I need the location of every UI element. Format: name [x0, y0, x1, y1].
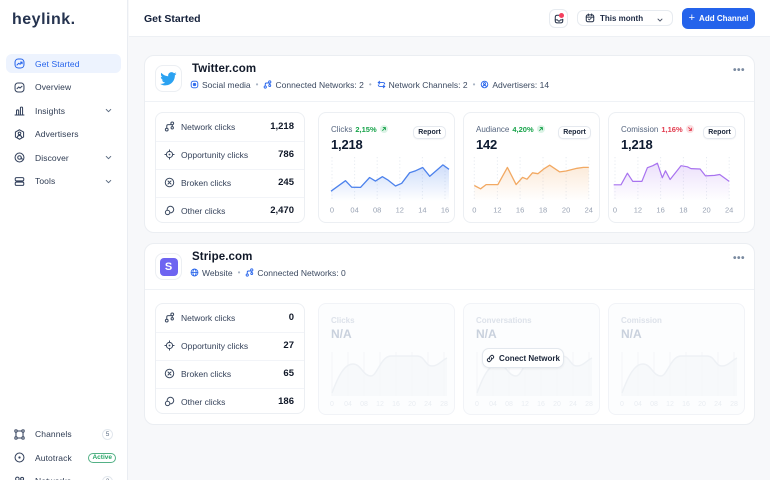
svg-text:24: 24	[585, 206, 593, 215]
svg-text:04: 04	[489, 401, 497, 408]
svg-text:0: 0	[475, 401, 479, 408]
svg-text:0: 0	[330, 401, 334, 408]
svg-text:24: 24	[569, 401, 577, 408]
svg-text:08: 08	[650, 401, 658, 408]
svg-text:20: 20	[553, 401, 561, 408]
svg-text:16: 16	[516, 206, 524, 215]
svg-text:16: 16	[441, 206, 449, 215]
svg-text:04: 04	[344, 401, 352, 408]
svg-text:24: 24	[725, 206, 733, 215]
svg-text:16: 16	[392, 401, 400, 408]
svg-text:12: 12	[666, 401, 674, 408]
svg-text:18: 18	[679, 206, 687, 215]
svg-text:08: 08	[373, 206, 381, 215]
svg-text:28: 28	[440, 401, 448, 408]
svg-text:18: 18	[539, 206, 547, 215]
svg-text:16: 16	[682, 401, 690, 408]
svg-text:24: 24	[424, 401, 432, 408]
svg-text:20: 20	[562, 206, 570, 215]
svg-text:12: 12	[396, 206, 404, 215]
svg-text:20: 20	[702, 206, 710, 215]
svg-text:0: 0	[620, 401, 624, 408]
svg-text:16: 16	[656, 206, 664, 215]
svg-text:28: 28	[585, 401, 593, 408]
svg-text:28: 28	[730, 401, 738, 408]
svg-text:12: 12	[634, 206, 642, 215]
svg-text:12: 12	[376, 401, 384, 408]
svg-text:04: 04	[350, 206, 358, 215]
svg-text:14: 14	[418, 206, 426, 215]
svg-text:20: 20	[408, 401, 416, 408]
svg-text:16: 16	[537, 401, 545, 408]
svg-text:24: 24	[714, 401, 722, 408]
svg-text:04: 04	[634, 401, 642, 408]
svg-text:0: 0	[330, 206, 334, 215]
svg-text:12: 12	[493, 206, 501, 215]
svg-text:12: 12	[521, 401, 529, 408]
svg-text:20: 20	[698, 401, 706, 408]
svg-text:0: 0	[613, 206, 617, 215]
svg-text:08: 08	[505, 401, 513, 408]
svg-text:0: 0	[472, 206, 476, 215]
svg-text:08: 08	[360, 401, 368, 408]
